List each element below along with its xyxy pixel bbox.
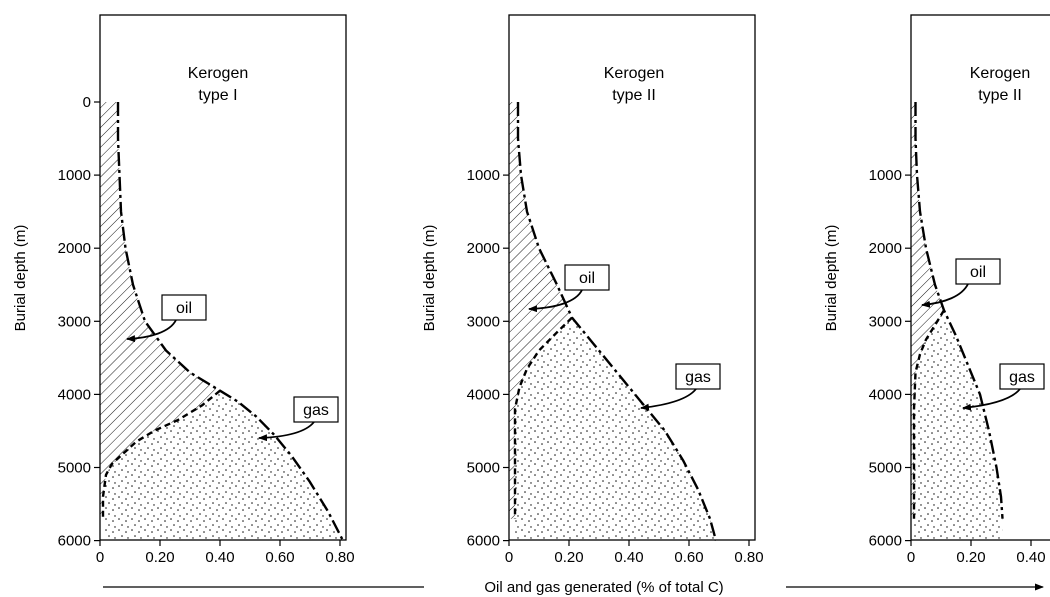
panel-kerogen-type-2-second: 1000 2000 3000 4000 5000 6000 0 0.20 0.40 Keroge… bbox=[823, 14, 1050, 566]
y-tick-label: 6000 bbox=[58, 533, 91, 550]
y-tick-label: 1000 bbox=[869, 167, 902, 184]
total-generation-curve bbox=[516, 102, 718, 541]
plot-frame bbox=[508, 14, 756, 541]
y-tick-label: 0 bbox=[83, 94, 91, 111]
y-tick-label: 2000 bbox=[58, 240, 91, 257]
y-axis-title: Burial depth (m) bbox=[12, 225, 29, 332]
y-tick-label: 1000 bbox=[58, 167, 91, 184]
oil-callout: oil bbox=[921, 258, 1001, 308]
x-tick-label: 0.60 bbox=[674, 549, 703, 566]
x-tick-label: 0.20 bbox=[956, 549, 985, 566]
y-tick-label: 5000 bbox=[58, 460, 91, 477]
total-generation-curve bbox=[914, 102, 1004, 519]
x-tick-label: 0.80 bbox=[325, 549, 354, 566]
x-tick-label: 0 bbox=[505, 549, 513, 566]
gas-callout: gas bbox=[640, 363, 721, 411]
oil-label: oil bbox=[176, 300, 192, 317]
x-tick-label: 0.40 bbox=[614, 549, 643, 566]
x-tick-label: 0.20 bbox=[145, 549, 174, 566]
y-tick-label: 4000 bbox=[869, 386, 902, 403]
plot-frame bbox=[99, 14, 347, 541]
panel-kerogen-type-2: 1000 2000 3000 4000 5000 6000 0 0.20 0.40 0.60 0.8… bbox=[421, 14, 764, 566]
oil-region bbox=[100, 102, 220, 519]
gas-region bbox=[515, 317, 716, 541]
shared-x-axis: Oil and gas generated (% of total C) bbox=[103, 579, 1044, 596]
y-tick-label: 2000 bbox=[869, 240, 902, 257]
panel-title-line-1: Kerogen bbox=[188, 65, 249, 82]
y-tick-label: 4000 bbox=[58, 386, 91, 403]
gas-arrow bbox=[640, 388, 697, 411]
y-tick-label: 1000 bbox=[467, 167, 500, 184]
plot-frame bbox=[910, 14, 1050, 541]
gas-label: gas bbox=[1009, 369, 1035, 386]
gas-label-box bbox=[999, 363, 1045, 390]
panel-title-line-1: Kerogen bbox=[604, 65, 665, 82]
gas-callout: gas bbox=[258, 396, 339, 442]
panel-title-line-2: type II bbox=[612, 87, 656, 104]
gas-generation-curve bbox=[101, 389, 221, 519]
y-tick-label: 3000 bbox=[467, 313, 500, 330]
oil-callout: oil bbox=[528, 264, 610, 313]
y-tick-label: 3000 bbox=[869, 313, 902, 330]
gas-label: gas bbox=[685, 369, 711, 386]
oil-region bbox=[509, 102, 572, 519]
gas-callout: gas bbox=[962, 363, 1045, 411]
x-tick-label: 0.40 bbox=[205, 549, 234, 566]
y-tick-label: 5000 bbox=[869, 460, 902, 477]
oil-label-box bbox=[161, 294, 207, 321]
y-tick-label: 6000 bbox=[869, 533, 902, 550]
gas-label-box bbox=[675, 363, 721, 390]
oil-label: oil bbox=[970, 264, 986, 281]
gas-region bbox=[103, 390, 343, 541]
oil-label-box bbox=[955, 258, 1001, 285]
panel-kerogen-type-1: 0 1000 2000 3000 4000 5000 6000 0 0.20 0.40 0.60 0.… bbox=[12, 14, 355, 566]
x-tick-label: 0 bbox=[907, 549, 915, 566]
gas-generation-curve bbox=[912, 309, 946, 519]
shared-x-axis-title: Oil and gas generated (% of total C) bbox=[484, 579, 723, 596]
panel-title-line-2: type II bbox=[978, 87, 1022, 104]
y-tick-label: 4000 bbox=[467, 386, 500, 403]
gas-label: gas bbox=[303, 402, 329, 419]
y-tick-label: 6000 bbox=[467, 533, 500, 550]
y-tick-label: 3000 bbox=[58, 313, 91, 330]
oil-arrow bbox=[921, 283, 969, 308]
gas-generation-curve bbox=[513, 316, 573, 519]
gas-label-box bbox=[293, 396, 339, 423]
gas-arrow bbox=[258, 421, 315, 442]
oil-callout: oil bbox=[126, 294, 207, 343]
oil-label-box bbox=[564, 264, 610, 291]
panel-title-line-2: type I bbox=[198, 87, 237, 104]
total-generation-curve bbox=[116, 102, 345, 542]
oil-arrow bbox=[528, 289, 583, 313]
gas-region bbox=[914, 310, 1003, 540]
y-axis-title: Burial depth (m) bbox=[823, 225, 840, 332]
gas-arrow bbox=[962, 388, 1021, 411]
y-axis-title: Burial depth (m) bbox=[421, 225, 438, 332]
x-tick-label: 0.20 bbox=[554, 549, 583, 566]
panel-title-line-1: Kerogen bbox=[970, 65, 1031, 82]
oil-arrow bbox=[126, 319, 177, 343]
x-tick-label: 0 bbox=[96, 549, 104, 566]
x-tick-label: 0.40 bbox=[1016, 549, 1045, 566]
x-tick-label: 0.80 bbox=[734, 549, 763, 566]
y-tick-label: 5000 bbox=[467, 460, 500, 477]
y-tick-label: 2000 bbox=[467, 240, 500, 257]
x-tick-label: 0.60 bbox=[265, 549, 294, 566]
oil-label: oil bbox=[579, 270, 595, 287]
